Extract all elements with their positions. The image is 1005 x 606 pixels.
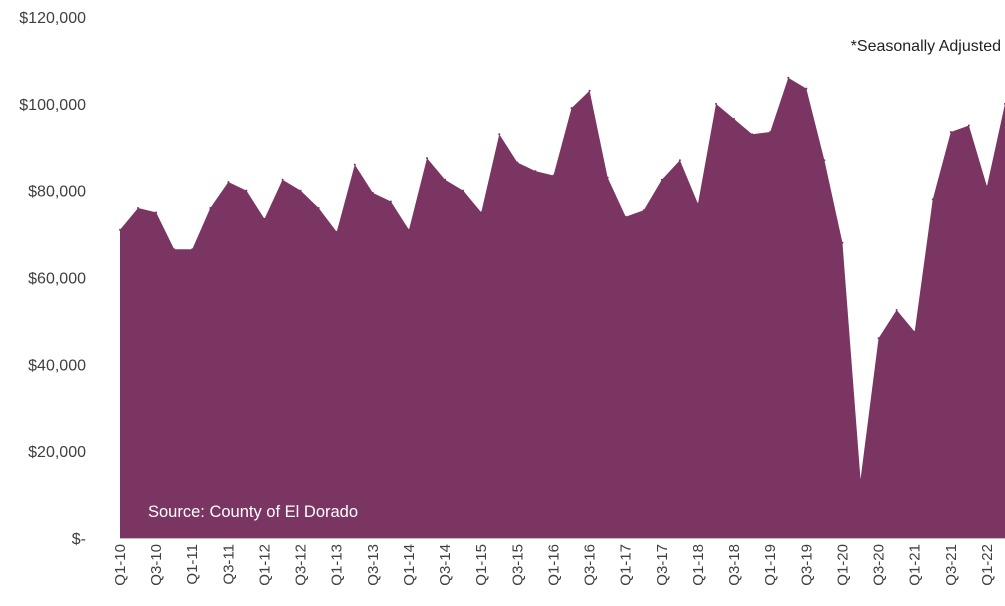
data-point (624, 215, 627, 218)
data-point (281, 178, 284, 181)
data-point (895, 309, 898, 312)
data-point (877, 337, 880, 340)
data-point (660, 178, 663, 181)
x-tick-label: Q1-16 (546, 544, 563, 586)
y-tick-label: $60,000 (28, 271, 86, 288)
data-point (371, 191, 374, 194)
data-point (552, 174, 555, 177)
x-tick-label: Q3-12 (293, 544, 310, 586)
x-tick-label: Q3-17 (654, 544, 671, 586)
data-point (949, 131, 952, 134)
y-tick-label: $40,000 (28, 357, 86, 374)
data-point (462, 189, 465, 192)
data-point (967, 124, 970, 127)
data-point (480, 211, 483, 214)
data-point (696, 202, 699, 205)
x-tick-label: Q1-11 (184, 544, 201, 585)
data-point (245, 189, 248, 192)
x-tick-label: Q1-20 (834, 544, 851, 586)
data-point (913, 330, 916, 333)
data-point (353, 163, 356, 166)
y-axis: $- $20,000 $40,000 $60,000 $80,000 $100,000 $1… (19, 10, 86, 548)
seasonally-adjusted-note: *Seasonally Adjusted (851, 38, 1001, 55)
y-tick-label: $80,000 (28, 184, 86, 201)
series-area (120, 77, 1005, 538)
y-tick-label: $20,000 (28, 444, 86, 461)
x-tick-label: Q3-10 (148, 544, 165, 586)
data-point (335, 230, 338, 233)
data-point (570, 107, 573, 110)
data-point (317, 207, 320, 210)
x-tick-label: Q3-19 (798, 544, 815, 586)
data-point (715, 102, 718, 105)
x-tick-label: Q1-12 (257, 544, 274, 586)
x-tick-label: Q3-20 (871, 544, 888, 586)
data-point (588, 89, 591, 92)
data-point (787, 76, 790, 79)
data-point (769, 131, 772, 134)
x-axis: Q1-10 Q3-10 Q1-11 Q3-11 Q1-12 Q3-12 Q1-13 Q3-13… (112, 538, 1005, 586)
y-tick-label: $100,000 (19, 97, 86, 114)
data-point (841, 241, 844, 244)
x-tick-label: Q1-13 (329, 544, 346, 586)
data-point (191, 248, 194, 251)
data-point (155, 211, 158, 214)
x-tick-label: Q3-16 (582, 544, 599, 586)
data-point (137, 207, 140, 210)
x-tick-label: Q1-19 (762, 544, 779, 586)
data-point (751, 133, 754, 136)
x-tick-label: Q3-13 (365, 544, 382, 586)
plot-area (119, 76, 1005, 538)
data-point (263, 217, 266, 220)
x-tick-label: Q1-21 (907, 544, 924, 586)
x-tick-label: Q3-14 (437, 544, 454, 586)
data-point (426, 157, 429, 160)
y-tick-label: $- (72, 531, 86, 548)
x-tick-label: Q1-18 (690, 544, 707, 586)
data-point (733, 118, 736, 121)
x-tick-label: Q1-22 (979, 544, 996, 586)
data-point (534, 170, 537, 173)
data-point (173, 248, 176, 251)
data-point (678, 159, 681, 162)
data-point (805, 87, 808, 90)
x-tick-label: Q1-10 (112, 544, 129, 586)
data-point (227, 180, 230, 183)
x-tick-label: Q1-15 (473, 544, 490, 586)
source-note: Source: County of El Dorado (148, 503, 358, 521)
x-tick-label: Q3-18 (726, 544, 743, 586)
data-point (299, 189, 302, 192)
y-tick-label: $120,000 (19, 10, 86, 27)
data-point (498, 133, 501, 136)
data-point (606, 176, 609, 179)
data-point (985, 185, 988, 188)
x-tick-label: Q1-17 (618, 544, 635, 586)
data-point (642, 209, 645, 212)
x-tick-label: Q3-21 (943, 544, 960, 586)
x-tick-label: Q3-15 (509, 544, 526, 586)
data-point (389, 200, 392, 203)
data-point (823, 159, 826, 162)
data-point (516, 161, 519, 164)
x-tick-label: Q3-11 (220, 544, 237, 585)
x-tick-label: Q1-14 (401, 544, 418, 586)
data-point (444, 178, 447, 181)
data-point (407, 228, 410, 231)
data-point (931, 198, 934, 201)
data-point (209, 207, 212, 210)
data-point (119, 228, 121, 231)
data-point (859, 478, 862, 481)
